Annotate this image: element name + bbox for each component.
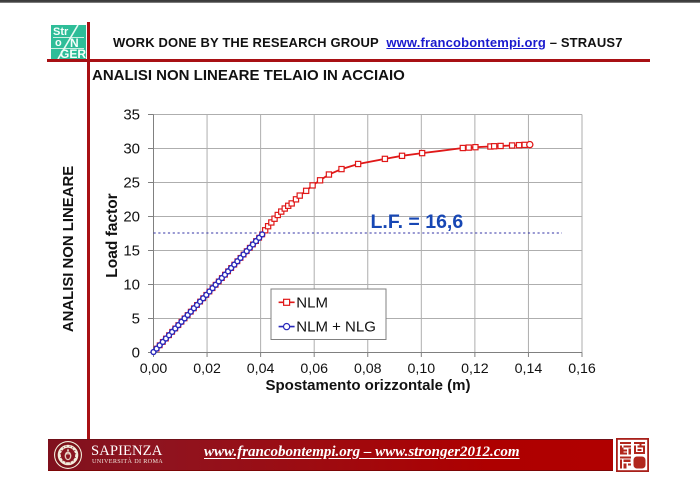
svg-text:0,04: 0,04 — [247, 361, 275, 377]
svg-text:10: 10 — [123, 277, 140, 294]
svg-text:0,12: 0,12 — [461, 361, 489, 377]
svg-text:35: 35 — [123, 107, 140, 124]
svg-text:0,02: 0,02 — [193, 361, 221, 377]
svg-text:20: 20 — [123, 209, 140, 226]
svg-text:0,00: 0,00 — [140, 361, 168, 377]
svg-text:Spostamento orizzontale (m): Spostamento orizzontale (m) — [265, 377, 470, 394]
svg-text:30: 30 — [123, 141, 140, 158]
svg-text:0: 0 — [132, 345, 140, 362]
svg-text:L.F. = 16,6: L.F. = 16,6 — [371, 211, 464, 233]
svg-text:NLM: NLM — [296, 294, 328, 311]
svg-text:0,10: 0,10 — [407, 361, 435, 377]
svg-text:0,16: 0,16 — [568, 361, 596, 377]
svg-text:15: 15 — [123, 243, 140, 260]
svg-text:Load factor: Load factor — [104, 193, 121, 277]
svg-text:NLM + NLG: NLM + NLG — [296, 319, 376, 336]
svg-text:0,06: 0,06 — [300, 361, 328, 377]
svg-text:0,14: 0,14 — [515, 361, 543, 377]
svg-text:5: 5 — [132, 311, 140, 328]
svg-text:25: 25 — [123, 175, 140, 192]
svg-text:0,08: 0,08 — [354, 361, 382, 377]
